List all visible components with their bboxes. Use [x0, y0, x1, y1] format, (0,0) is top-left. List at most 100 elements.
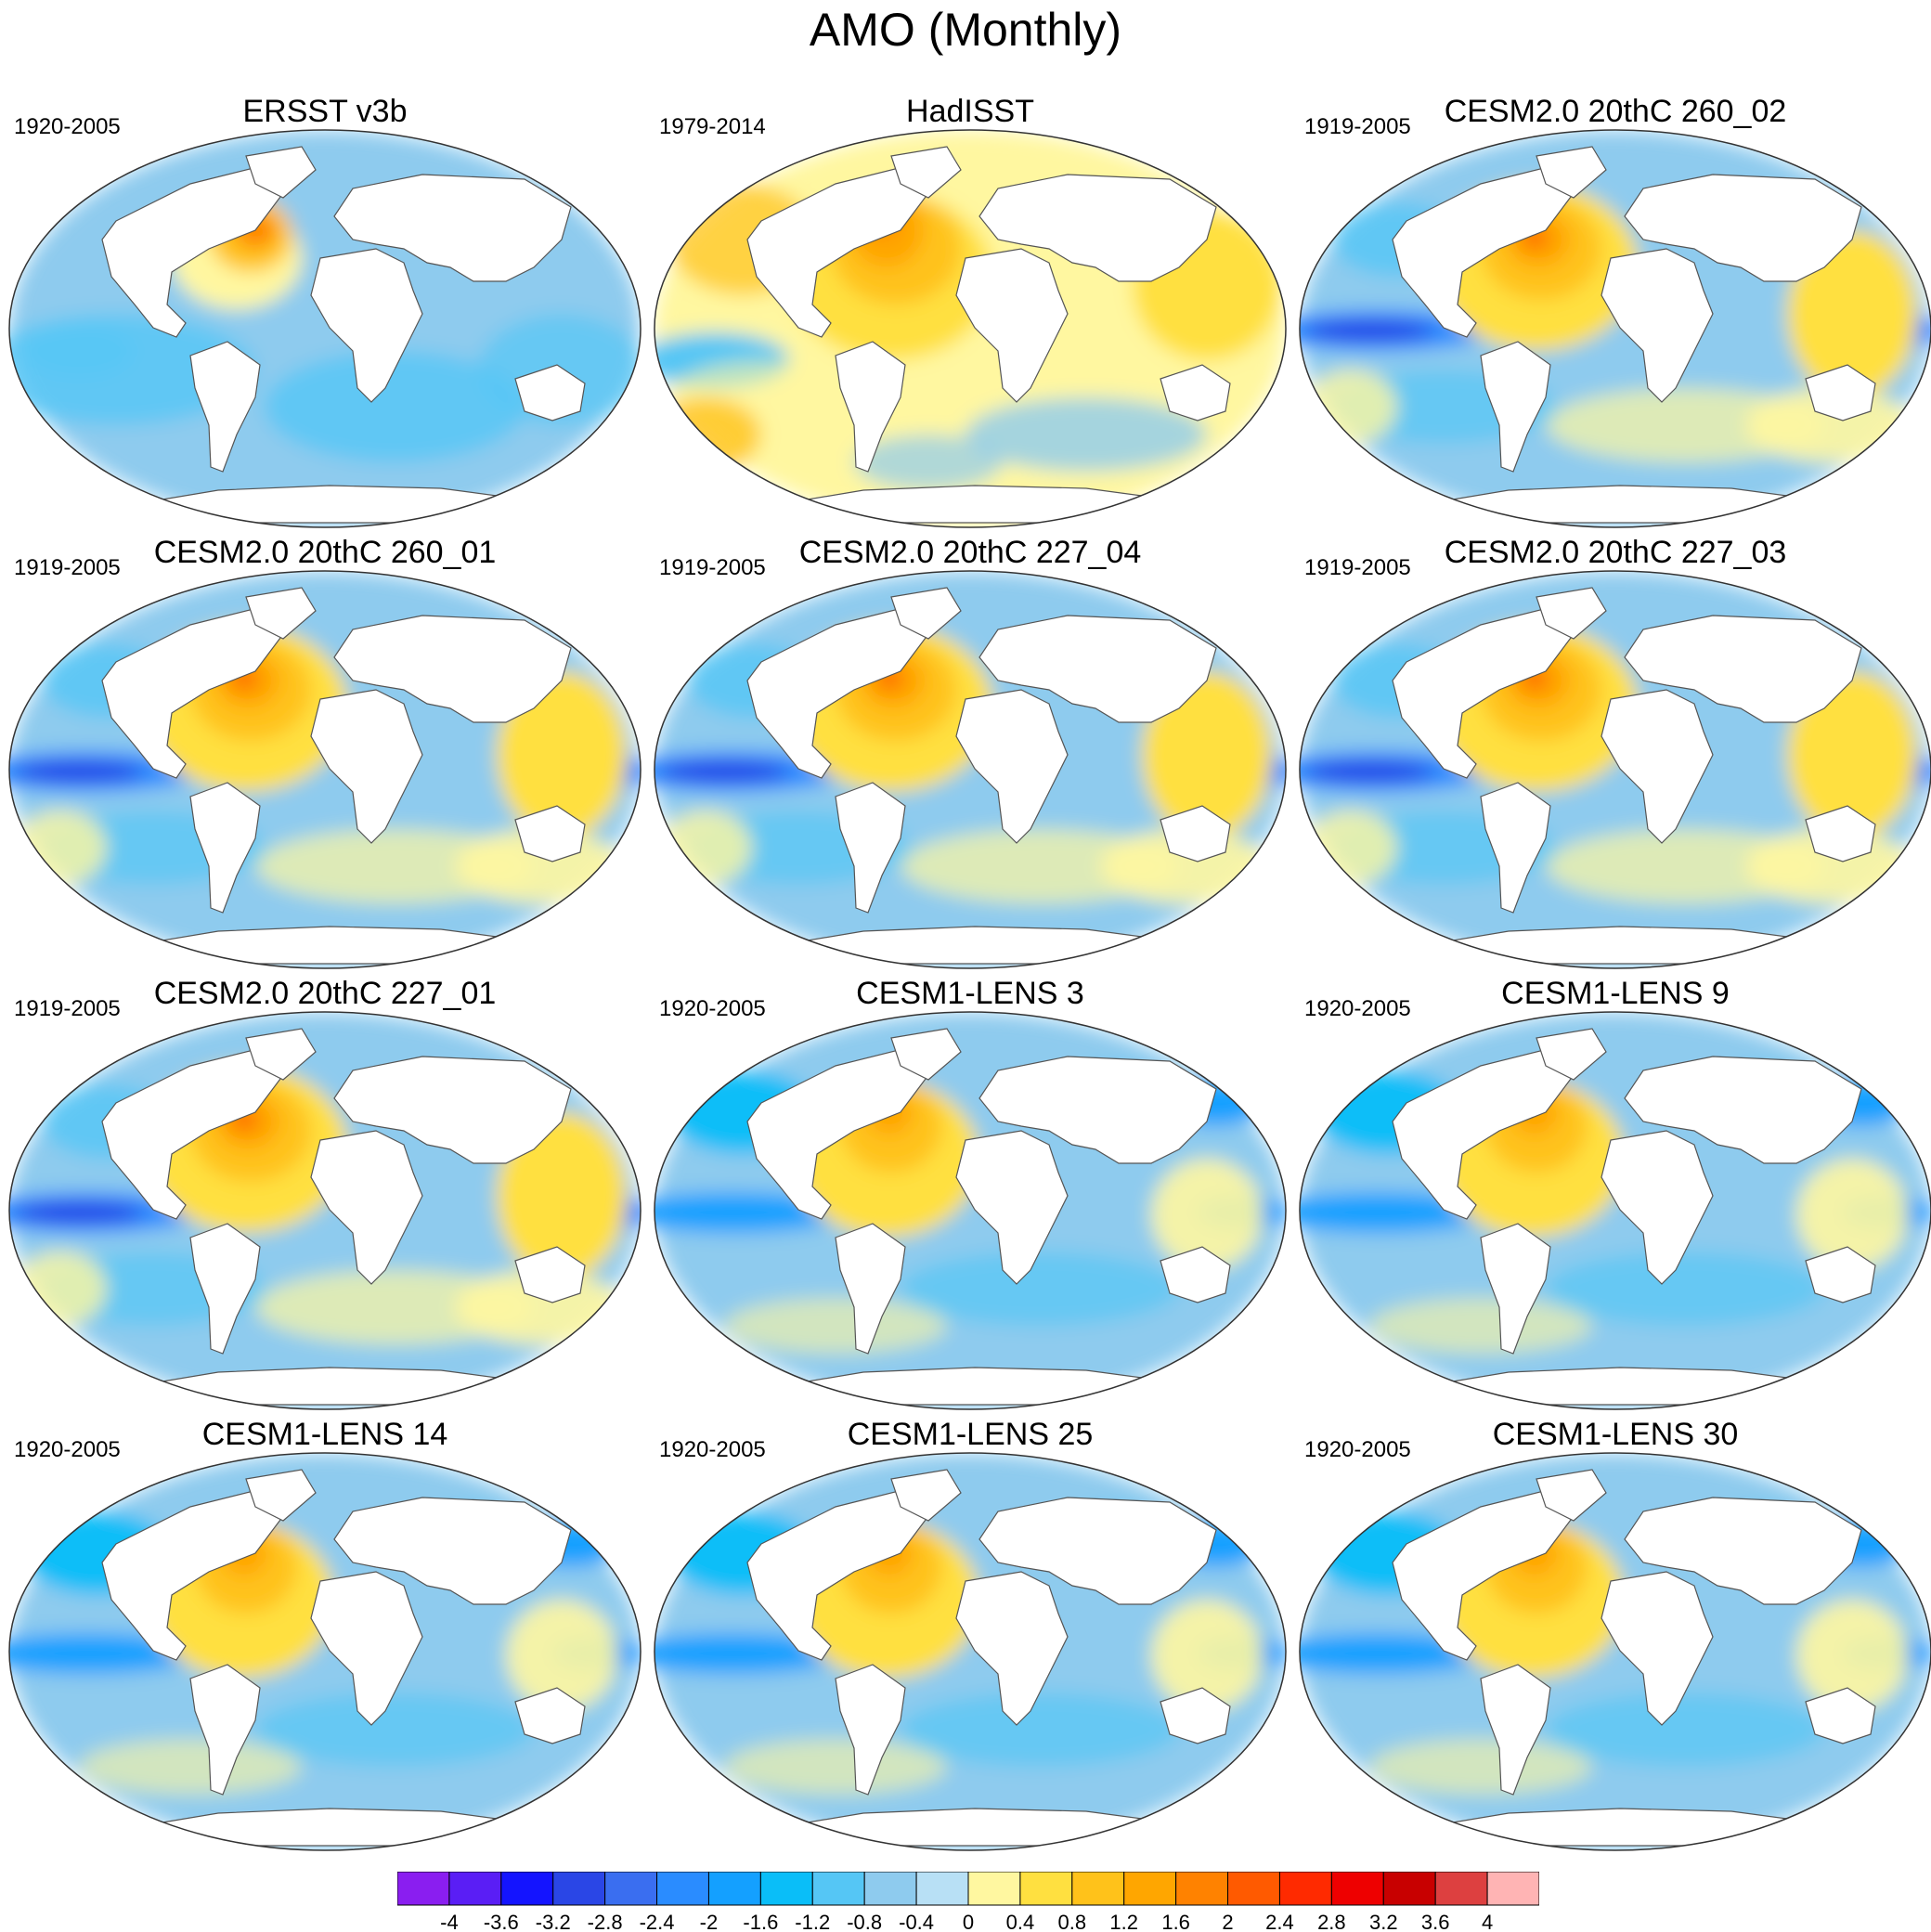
colorbar-box	[707, 1872, 761, 1906]
map-outline	[8, 1011, 642, 1410]
colorbar-box	[915, 1872, 969, 1906]
land-australia	[1805, 1246, 1876, 1303]
map-outline	[654, 1011, 1287, 1410]
anomaly-region	[1546, 388, 1824, 462]
colorbar-box	[1330, 1872, 1384, 1906]
map-panel: CESM2.0 20thC 227_03 1919-2005	[1295, 534, 1931, 970]
anomaly-region	[1546, 1251, 1824, 1326]
land-eurasia	[978, 615, 1217, 723]
panel-years: 1919-2005	[1304, 555, 1411, 580]
colorbar-box	[1123, 1872, 1177, 1906]
land-south-america	[189, 782, 261, 914]
colorbar-box	[811, 1872, 865, 1906]
land-south-america	[1480, 1223, 1551, 1355]
map-outline	[654, 570, 1287, 969]
world-map	[8, 1452, 642, 1851]
panel-years: 1920-2005	[1304, 996, 1411, 1021]
land-australia	[1805, 364, 1876, 421]
panel-years: 1919-2005	[659, 555, 766, 580]
map-panel: CESM2.0 20thC 260_01 1919-2005	[5, 534, 645, 970]
panel-years: 1920-2005	[659, 1437, 766, 1462]
land-africa	[310, 1571, 423, 1726]
land-south-america	[835, 341, 906, 473]
land-greenland	[1536, 1469, 1607, 1522]
colorbar-box	[1434, 1872, 1488, 1906]
world-map	[1299, 1452, 1931, 1851]
anomaly-region	[1369, 1298, 1592, 1354]
land-africa	[955, 689, 1069, 844]
land-greenland	[890, 1469, 962, 1522]
map-outline	[654, 1452, 1287, 1851]
land-eurasia	[1624, 615, 1862, 723]
land-africa	[955, 1130, 1069, 1285]
land-australia	[1160, 364, 1231, 421]
panel-title: ERSST v3b	[242, 94, 408, 129]
land-south-america	[1480, 341, 1551, 473]
land-africa	[310, 1130, 423, 1285]
world-map	[1299, 570, 1931, 969]
map-panel: CESM2.0 20thC 260_02 1919-2005	[1295, 93, 1931, 529]
land-africa	[1601, 1130, 1714, 1285]
colorbar: -4 -3.6 -3.2 -2.8 -2.4 -2 -1.6 -1.2 -0.8 -0.4 0 0.4…	[397, 1872, 1539, 1931]
anomaly-region	[854, 434, 1003, 490]
world-map	[8, 570, 642, 969]
panel-title: CESM1-LENS 3	[856, 976, 1084, 1011]
land-africa	[1601, 689, 1714, 844]
map-outline	[1299, 129, 1931, 528]
colorbar-box	[1019, 1872, 1073, 1906]
colorbar-label: -0.4	[899, 1911, 934, 1931]
panel-title: CESM2.0 20thC 227_03	[1444, 535, 1787, 570]
anomaly-region	[23, 323, 135, 379]
land-australia	[514, 1687, 586, 1744]
colorbar-label: 3.2	[1369, 1911, 1398, 1931]
land-eurasia	[978, 1056, 1217, 1164]
world-map	[654, 1011, 1287, 1410]
colorbar-label: 0.4	[1006, 1911, 1035, 1931]
land-greenland	[890, 1028, 962, 1081]
panel-title: CESM2.0 20thC 260_01	[153, 535, 497, 570]
map-panel: HadISST 1979-2014	[650, 93, 1290, 529]
colorbar-box	[397, 1872, 450, 1906]
anomaly-region	[1304, 810, 1397, 885]
land-south-america	[1480, 1664, 1551, 1796]
panel-years: 1920-2005	[14, 114, 121, 139]
colorbar-label: 4	[1482, 1911, 1493, 1931]
land-south-america	[189, 341, 261, 473]
anomaly-region	[724, 1298, 947, 1354]
panel-years: 1919-2005	[14, 996, 121, 1021]
colorbar-label: 0	[963, 1911, 974, 1931]
anomaly-region	[724, 1739, 947, 1795]
anomaly-region	[14, 760, 144, 783]
anomaly-region	[901, 1251, 1179, 1326]
panel-title: CESM2.0 20thC 227_01	[153, 976, 497, 1011]
colorbar-box	[1486, 1872, 1539, 1906]
land-greenland	[1536, 1028, 1607, 1081]
anomaly-region	[255, 829, 534, 903]
land-africa	[955, 248, 1069, 403]
land-australia	[1160, 1246, 1231, 1303]
colorbar-label: 0.8	[1058, 1911, 1087, 1931]
colorbar-box	[1382, 1872, 1436, 1906]
anomaly-region	[1142, 671, 1272, 838]
map-outline	[1299, 570, 1931, 969]
anomaly-region	[654, 1633, 845, 1674]
land-eurasia	[978, 1497, 1217, 1605]
land-australia	[1805, 1687, 1876, 1744]
land-africa	[1601, 248, 1714, 403]
land-australia	[1805, 805, 1876, 862]
land-eurasia	[333, 615, 572, 723]
anomaly-region	[265, 351, 525, 462]
panel-years: 1979-2014	[659, 114, 766, 139]
land-south-america	[835, 1223, 906, 1355]
land-australia	[1160, 805, 1231, 862]
anomaly-region	[1546, 1692, 1824, 1767]
world-map	[654, 570, 1287, 969]
panel-title: HadISST	[906, 94, 1034, 129]
colorbar-box	[1071, 1872, 1125, 1906]
panel-years: 1920-2005	[14, 1437, 121, 1462]
land-greenland	[245, 146, 317, 199]
land-greenland	[245, 1469, 317, 1522]
land-eurasia	[333, 1056, 572, 1164]
panel-title: CESM1-LENS 9	[1501, 976, 1730, 1011]
world-map	[8, 129, 642, 528]
